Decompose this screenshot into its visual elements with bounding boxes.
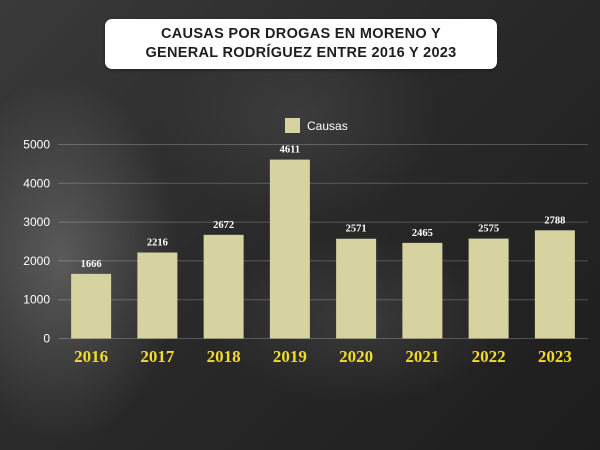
legend-label: Causas — [307, 119, 348, 133]
x-tick-label-2020: 2020 — [339, 347, 373, 366]
y-tick-label: 3000 — [23, 215, 50, 229]
x-tick-label-2022: 2022 — [472, 347, 506, 366]
y-axis: 0 1000 2000 3000 4000 5000 — [23, 138, 50, 346]
y-tick-label: 4000 — [23, 176, 50, 190]
bar-2017 — [137, 252, 178, 339]
data-label-2022: 2575 — [478, 224, 499, 235]
bar-2020 — [336, 238, 377, 339]
data-label-2016: 1666 — [81, 259, 102, 270]
bar-2016 — [71, 273, 112, 339]
data-label-2021: 2465 — [412, 228, 433, 239]
bar-2019 — [269, 159, 310, 339]
data-label-2020: 2571 — [346, 224, 367, 235]
bar-2023 — [534, 230, 575, 339]
chart-title: CAUSAS POR DROGAS EN MORENO Y GENERAL RO… — [145, 26, 457, 61]
data-label-2019: 4611 — [280, 145, 300, 156]
y-tick-label: 2000 — [23, 254, 50, 268]
data-label-2018: 2672 — [213, 220, 234, 231]
x-axis: 2016 2017 2018 2019 2020 2021 2022 2023 — [74, 347, 572, 366]
legend-swatch — [285, 118, 300, 133]
bar-2018 — [203, 234, 244, 339]
y-tick-label: 5000 — [23, 138, 50, 152]
legend: Causas — [285, 118, 348, 133]
bar-2021 — [402, 242, 443, 339]
data-labels: 1666 2216 2672 4611 2571 2465 2575 2788 — [81, 145, 566, 270]
bar-2022 — [468, 238, 509, 339]
data-label-2023: 2788 — [544, 215, 565, 226]
y-tick-label: 1000 — [23, 293, 50, 307]
y-tick-label: 0 — [43, 332, 50, 346]
x-tick-label-2023: 2023 — [538, 347, 572, 366]
data-label-2017: 2216 — [147, 238, 168, 249]
x-tick-label-2017: 2017 — [140, 347, 175, 366]
x-tick-label-2019: 2019 — [273, 347, 307, 366]
x-tick-label-2016: 2016 — [74, 347, 108, 366]
x-tick-label-2021: 2021 — [405, 347, 439, 366]
title-box: CAUSAS POR DROGAS EN MORENO Y GENERAL RO… — [105, 19, 497, 69]
bars — [71, 159, 575, 339]
x-tick-label-2018: 2018 — [207, 347, 241, 366]
